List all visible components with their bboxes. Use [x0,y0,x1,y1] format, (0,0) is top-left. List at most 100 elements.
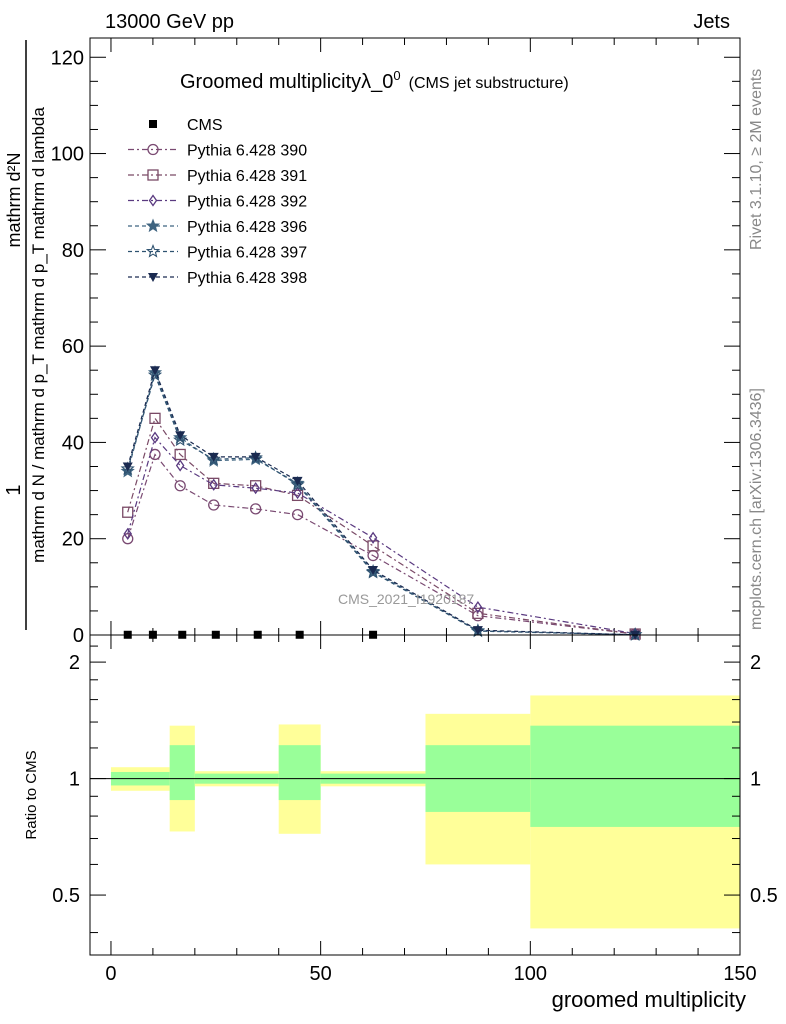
legend-entry: Pythia 6.428 398 [128,270,307,287]
data-point [145,218,161,233]
data-point [472,607,484,619]
x-axis-label: groomed multiplicity [552,987,746,1012]
y-tick-label: 100 [51,144,84,166]
x-tick-label: 150 [723,963,756,985]
data-point [175,431,186,441]
ratio-y-axis-label: Ratio to CMS [23,750,40,839]
data-point [368,566,379,576]
y-tick-label: 80 [62,240,84,262]
ratio-y-tick-label: 0.5 [52,885,80,907]
y-label-top: mathrm d²N [4,152,24,247]
main-title-superscript: 0 [393,68,400,83]
data-point [149,448,161,461]
ratio-y-tick-label: 1 [69,769,80,791]
data-point [249,503,262,515]
data-point [149,120,157,128]
data-point [149,412,161,424]
legend-label: Pythia 6.428 396 [187,219,307,236]
main-title: Groomed multiplicityλ_00 (CMS jet substru… [180,68,569,93]
data-point [123,527,133,541]
legend-label: Pythia 6.428 397 [187,245,307,262]
data-point [206,451,221,466]
ratio-axis-ticks: 0.5 0.5 1 1 2 2 0 50 100 150 [52,635,778,985]
y-tick-label: 120 [51,47,84,69]
legend-entry: Pythia 6.428 396 [128,218,307,236]
data-point [175,459,185,472]
data-point [367,540,379,552]
data-point [147,143,159,156]
main-y-axis-label: 1 mathrm d²N mathrm d N / mathrm d p_T m… [3,40,48,630]
data-point [472,626,483,636]
data-point [150,366,160,376]
data-point [173,432,188,447]
data-point [208,499,220,511]
legend-entry: CMS [149,117,223,134]
ratio-y-tick-label-right: 1 [750,769,761,791]
analysis-watermark: CMS_2021_I1920187 [338,591,474,607]
data-point [148,273,158,282]
ratio-plot-frame [89,634,741,956]
legend-entry: Pythia 6.428 397 [128,243,307,262]
main-axis-ticks: 0 20 40 60 80 100 120 [51,38,741,647]
data-point [122,506,134,518]
series-line [127,453,636,635]
data-point [293,486,302,500]
series-3 [123,431,640,640]
main-title-text: Groomed multiplicityλ_0 [180,71,393,93]
ratio-inner-band [278,745,321,801]
data-point [365,564,381,579]
main-subtitle: (CMS jet substructure) [409,75,569,92]
x-tick-label: 100 [514,963,547,985]
legend: CMS Pythia 6.428 390 Pythia 6.428 391 Pythi… [128,117,307,287]
series-2 [122,412,641,640]
legend-label: Pythia 6.428 391 [187,168,307,185]
series-line [127,416,636,635]
series-1 [122,448,641,640]
data-point [249,480,262,492]
y-label-denominator: mathrm d N / mathrm d p_T mathrm d p_T m… [29,107,48,563]
series-line [127,436,636,635]
data-point [473,600,483,614]
header-collision-label: 13000 GeV pp [105,11,234,33]
y-tick-label: 0 [73,625,84,647]
legend-label: Pythia 6.428 398 [187,270,307,287]
data-point [208,477,220,489]
ratio-inner-band [169,745,195,801]
mcplots-label: mcplots.cern.ch [arXiv:1306.3436] [748,388,765,630]
legend-entry: Pythia 6.428 391 [128,168,307,185]
data-point [147,169,159,181]
legend-label: Pythia 6.428 390 [187,143,307,160]
legend-entry: Pythia 6.428 392 [128,194,307,211]
data-point [251,482,260,495]
data-point [148,194,158,207]
x-tick-label: 50 [310,963,332,985]
ratio-y-tick-label-right: 2 [750,652,761,674]
data-point [122,462,133,472]
ratio-inner-band [530,725,740,827]
ratio-y-tick-label: 2 [69,652,80,674]
data-point [120,461,135,476]
legend-label: Pythia 6.428 392 [187,194,307,211]
data-point [145,243,161,258]
data-point [292,476,303,486]
data-point [291,508,304,521]
series-line [127,368,636,636]
y-tick-label: 40 [62,432,84,454]
rivet-version-label: Rivet 3.1.10, ≥ 2M events [748,69,765,250]
data-point [290,477,305,491]
ratio-bands-group [110,695,740,929]
series-6 [122,366,641,640]
y-label-numerator: 1 [3,484,25,495]
main-series-group [120,365,643,641]
legend-label: CMS [187,117,223,134]
ratio-y-tick-label-right: 0.5 [750,885,778,907]
data-point [209,478,219,491]
y-tick-label: 20 [62,529,84,551]
data-point [208,452,219,462]
data-point [147,367,163,382]
data-point [150,431,160,444]
y-tick-label: 60 [62,336,84,358]
x-tick-label: 0 [105,963,116,985]
header-process-label: Jets [693,11,730,33]
